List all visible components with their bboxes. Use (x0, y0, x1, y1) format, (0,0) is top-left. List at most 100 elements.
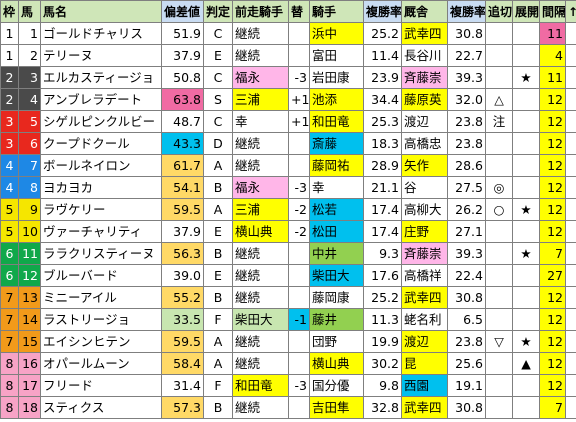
jockey-rate: 18.3 (363, 132, 402, 155)
stable-rate: 30.8 (447, 22, 486, 45)
interval-value: 12 (539, 88, 566, 111)
prev-jockey: 和田竜 (232, 374, 289, 397)
jockey-name: 中井 (309, 242, 364, 265)
waku-cell: 7 (0, 286, 19, 309)
header-grade[interactable]: 判定 (203, 0, 233, 23)
horse-number: 1 (18, 22, 41, 45)
horse-name: ラヴケリー (40, 198, 162, 221)
stable-rate: 23.8 (447, 330, 486, 353)
oikiri-mark (485, 44, 513, 67)
horse-number: 8 (18, 176, 41, 199)
stable-name: 矢作 (401, 154, 448, 177)
waku-cell: 2 (0, 88, 19, 111)
header-interval[interactable]: 間隔 (539, 0, 566, 23)
horse-number: 7 (18, 154, 41, 177)
horse-name: エイシンヒテン (40, 330, 162, 353)
up-value: 5 (565, 176, 576, 199)
horse-number: 13 (18, 286, 41, 309)
jockey-rate: 30.2 (363, 352, 402, 375)
header-prev-jockey[interactable]: 前走騎手 (232, 0, 289, 23)
grade-value: A (203, 352, 233, 375)
up-value: 5 (565, 352, 576, 375)
tenkai-mark (512, 374, 540, 397)
oikiri-mark (485, 352, 513, 375)
change-value: -3 (288, 66, 310, 89)
header-oikiri[interactable]: 追切 (485, 0, 513, 23)
jockey-name: 富田 (309, 44, 364, 67)
horse-name: ゴールドチャリス (40, 22, 162, 45)
stable-name: 武幸四 (401, 286, 448, 309)
interval-value: 4 (539, 44, 566, 67)
jockey-rate: 23.9 (363, 66, 402, 89)
jockey-rate: 9.8 (363, 374, 402, 397)
waku-cell: 1 (0, 22, 19, 45)
stable-rate: 25.6 (447, 352, 486, 375)
tenkai-mark (512, 154, 540, 177)
header-jockey-rate[interactable]: 複勝率 (363, 0, 402, 23)
interval-value: 27 (539, 264, 566, 287)
up-value: 5 (565, 110, 576, 133)
header-jockey[interactable]: 騎手 (309, 0, 364, 23)
header-tenkai[interactable]: 展開 (512, 0, 540, 23)
score-value: 59.5 (161, 198, 204, 221)
up-value: 4 (565, 242, 576, 265)
jockey-rate: 28.9 (363, 154, 402, 177)
header-horse-name[interactable]: 馬名 (40, 0, 162, 23)
prev-jockey: 幸 (232, 110, 289, 133)
waku-cell: 5 (0, 220, 19, 243)
horse-name: スティクス (40, 396, 162, 419)
jockey-name: 斎藤 (309, 132, 364, 155)
change-value: +1 (288, 88, 310, 111)
horse-number: 14 (18, 308, 41, 331)
stable-rate: 6.5 (447, 308, 486, 331)
jockey-name: 横山典 (309, 352, 364, 375)
stable-rate: 30.8 (447, 286, 486, 309)
up-value: 1 (565, 374, 576, 397)
stable-name: 渡辺 (401, 110, 448, 133)
header-waku[interactable]: 枠 (0, 0, 19, 23)
score-value: 37.9 (161, 44, 204, 67)
change-value (288, 264, 310, 287)
oikiri-mark (485, 264, 513, 287)
prev-jockey: 継続 (232, 44, 289, 67)
change-value: -3 (288, 176, 310, 199)
score-value: 31.4 (161, 374, 204, 397)
stable-rate: 30.8 (447, 396, 486, 419)
up-value: 1 (565, 22, 576, 45)
header-stable[interactable]: 厩舎 (401, 0, 448, 23)
change-value: -2 (288, 220, 310, 243)
header-score[interactable]: 偏差値 (161, 0, 204, 23)
stable-rate: 27.1 (447, 220, 486, 243)
interval-value: 12 (539, 198, 566, 221)
score-value: 37.9 (161, 220, 204, 243)
header-number[interactable]: 馬 (18, 0, 41, 23)
tenkai-mark (512, 286, 540, 309)
jockey-name: 団野 (309, 330, 364, 353)
jockey-rate: 19.9 (363, 330, 402, 353)
score-value: 57.3 (161, 396, 204, 419)
header-stable-rate[interactable]: 複勝率 (447, 0, 486, 23)
interval-value: 12 (539, 110, 566, 133)
header-up-arrow[interactable]: ↑ (565, 0, 576, 23)
header-change[interactable]: 替 (288, 0, 310, 23)
interval-value: 12 (539, 132, 566, 155)
score-value: 59.5 (161, 330, 204, 353)
